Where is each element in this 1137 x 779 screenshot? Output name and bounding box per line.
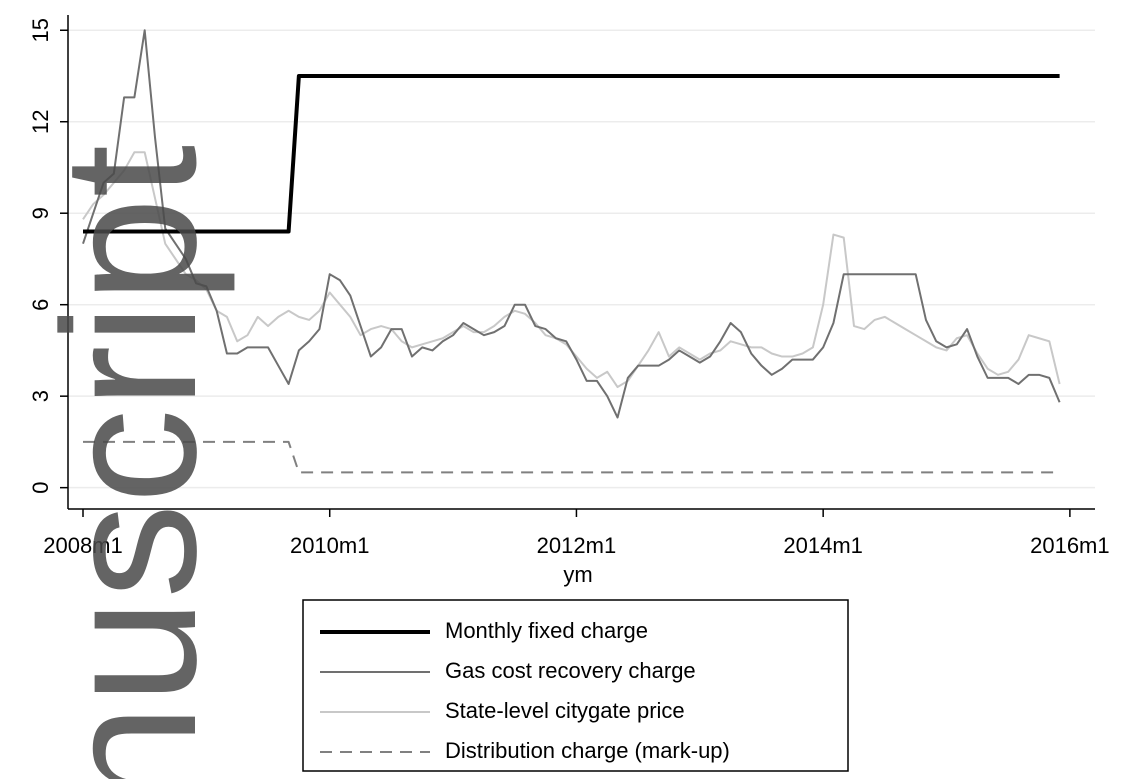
x-tick-label: 2012m1 [537, 533, 617, 558]
y-tick-label: 3 [28, 390, 53, 402]
y-tick-label: 6 [28, 299, 53, 311]
y-tick-label: 12 [28, 109, 53, 133]
x-tick-label: 2014m1 [783, 533, 863, 558]
legend-label: Monthly fixed charge [445, 618, 648, 643]
x-tick-label: 2016m1 [1030, 533, 1110, 558]
series-line [82, 29, 1061, 419]
y-tick-label: 15 [28, 18, 53, 42]
y-tick-label: 9 [28, 207, 53, 219]
x-tick-label: 2010m1 [290, 533, 370, 558]
legend-box [302, 599, 849, 772]
x-axis-title: ym [563, 562, 592, 587]
series-line [83, 440, 1060, 474]
legend-label: Distribution charge (mark-up) [445, 738, 730, 763]
watermark: nuscript [24, 145, 236, 779]
x-tick-label: 2008m1 [43, 533, 123, 558]
legend-label: Gas cost recovery charge [445, 658, 696, 683]
y-tick-label: 0 [28, 482, 53, 494]
legend-label: State-level citygate price [445, 698, 685, 723]
series-line [83, 73, 1060, 234]
